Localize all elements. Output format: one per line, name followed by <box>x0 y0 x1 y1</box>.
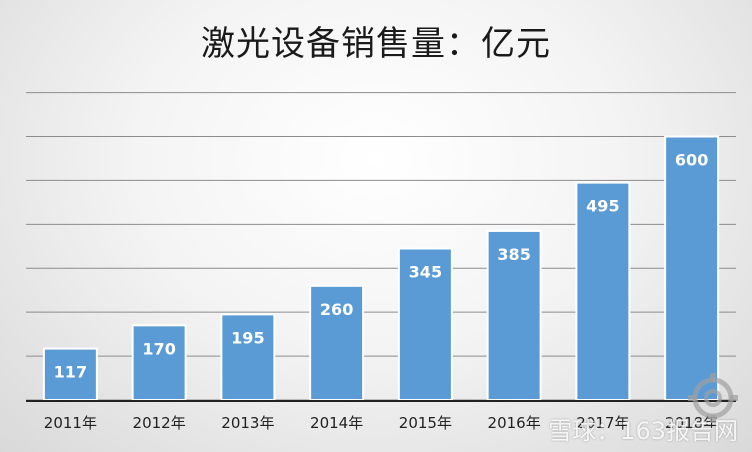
bar <box>575 181 631 401</box>
bar <box>664 135 720 401</box>
bar <box>397 247 453 401</box>
x-tick-label: 2014年 <box>310 414 363 432</box>
x-tick-label: 2016年 <box>488 414 541 432</box>
bar <box>486 229 542 401</box>
bar <box>220 313 276 401</box>
gear-logo-icon <box>688 373 738 423</box>
data-label: 345 <box>409 262 442 281</box>
data-label: 385 <box>497 245 530 264</box>
data-label: 195 <box>231 328 264 347</box>
data-label: 495 <box>586 197 619 216</box>
x-tick-label: 2013年 <box>221 414 274 432</box>
bar <box>131 324 187 402</box>
data-labels: 117 170 195 260 345 385 495 600 <box>54 151 709 382</box>
data-label: 170 <box>142 339 175 358</box>
watermark: 雪球：163报告网 <box>508 370 748 450</box>
bar <box>309 284 365 402</box>
x-tick-label: 2017年 <box>576 414 629 432</box>
bar-series <box>42 135 720 402</box>
data-label: 260 <box>320 300 353 319</box>
x-tick-label: 2015年 <box>399 414 452 432</box>
x-tick-label: 2012年 <box>133 414 186 432</box>
watermark-text: 雪球：163报告网 <box>548 417 738 445</box>
chart-title: 激光设备销售量：亿元 <box>201 24 551 64</box>
data-label: 117 <box>54 363 87 382</box>
x-tick-label: 2018年 <box>665 414 718 432</box>
x-axis-tick-labels: 2011年 2012年 2013年 2014年 2015年 2016年 2017年 2018年 <box>44 414 718 432</box>
data-label: 600 <box>675 151 708 170</box>
bar <box>42 347 98 401</box>
x-tick-label: 2011年 <box>44 414 97 432</box>
